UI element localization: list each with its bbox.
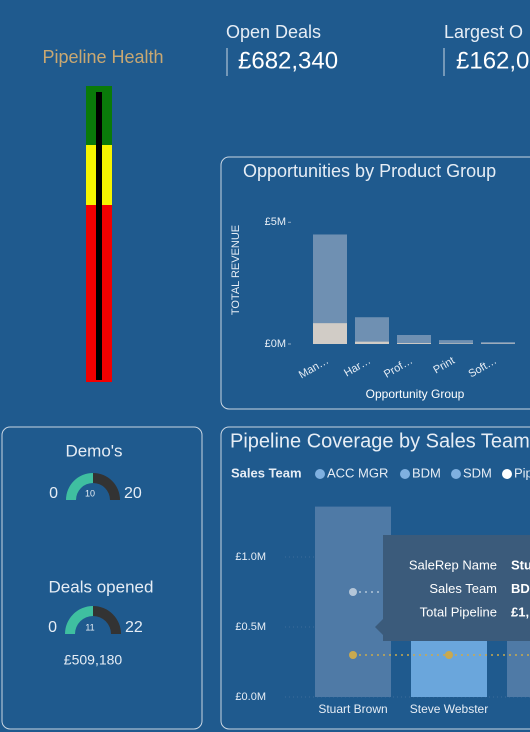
legend-swatch [315, 469, 325, 479]
dot [349, 651, 357, 659]
tooltip-box [375, 535, 530, 641]
bar-segment [439, 343, 473, 344]
gauge-track [93, 606, 121, 634]
chart-title: Opportunities by Product Group [243, 161, 496, 181]
kpi-value: £162,0 [456, 47, 529, 74]
tooltip-value: Stu [511, 557, 530, 572]
bar-segment [481, 342, 515, 344]
y-axis-label: TOTAL REVENUE [230, 225, 242, 315]
gauge-footer: £509,180 [64, 652, 123, 668]
pipeline-health-title: Pipeline Health [42, 47, 163, 67]
tooltip-label: Sales Team [429, 581, 497, 596]
kpi-label: Largest O [444, 22, 523, 42]
legend-label: SDM [463, 465, 492, 480]
gauge-min: 0 [49, 485, 58, 502]
kpi-label: Open Deals [226, 22, 321, 42]
bar-segment [313, 234, 347, 324]
bar-segment [355, 317, 389, 342]
kpi-value: £682,340 [238, 47, 338, 74]
gauge-track [93, 473, 120, 500]
legend-label: BDM [412, 465, 441, 480]
bar-segment [397, 343, 431, 344]
tooltip-label: Total Pipeline [420, 604, 497, 619]
gauge-min: 0 [48, 619, 57, 636]
legend-label: Pip [514, 465, 530, 480]
x-tick-label: Steve Webster [410, 702, 488, 716]
y-tick-label: £5M [265, 216, 286, 228]
bar-segment [313, 323, 347, 344]
gauge-fill [65, 606, 93, 634]
legend-swatch [502, 469, 512, 479]
gauge-title: Demo's [65, 441, 122, 460]
x-tick-label: Stuart Brown [318, 702, 387, 716]
gauge-value: 10 [85, 488, 95, 498]
health-thermometer [86, 86, 112, 382]
y-tick-label: £0.5M [235, 621, 266, 633]
health-indicator [96, 92, 102, 380]
tooltip-label: SaleRep Name [409, 557, 497, 572]
y-tick-label: £0.0M [235, 691, 266, 703]
gauge-title: Deals opened [49, 577, 154, 596]
tooltip-value: BD [511, 581, 530, 596]
gauge-max: 22 [125, 619, 143, 636]
dot [349, 588, 357, 596]
gauge-fill [66, 473, 93, 500]
bar-segment [397, 334, 431, 344]
gauge-value: 11 [85, 622, 94, 632]
x-axis-label: Opportunity Group [366, 387, 465, 401]
panel [220, 426, 530, 730]
legend-swatch [451, 469, 461, 479]
y-tick-label: £1.0M [235, 551, 266, 563]
bar-segment [355, 341, 389, 344]
legend-title: Sales Team [231, 465, 302, 480]
legend-label: ACC MGR [327, 465, 388, 480]
y-tick-label: £0M [265, 338, 286, 350]
panel [220, 156, 530, 410]
chart-title: Pipeline Coverage by Sales Team [230, 430, 530, 452]
bar-segment [439, 340, 473, 344]
dot [445, 651, 453, 659]
panel [1, 426, 203, 730]
tooltip-value: £1, [511, 604, 529, 619]
bar [315, 506, 391, 697]
gauge-max: 20 [124, 485, 142, 502]
legend-swatch [400, 469, 410, 479]
